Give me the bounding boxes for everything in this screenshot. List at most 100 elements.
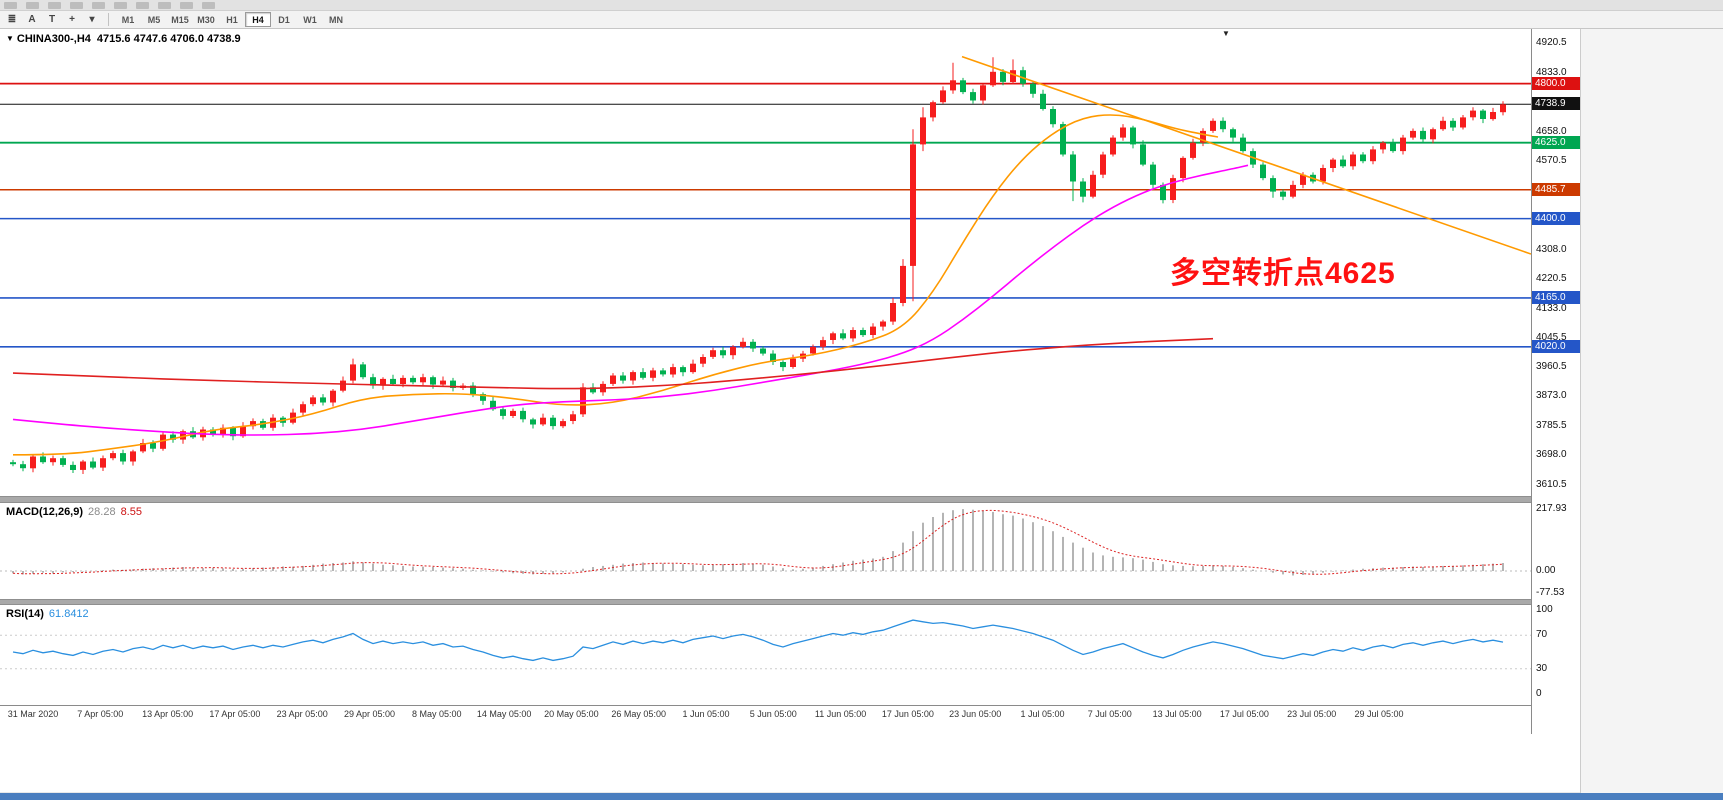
time-label: 8 May 05:00 (412, 709, 462, 719)
rsi-params: RSI(14) (6, 608, 44, 620)
time-label: 26 May 05:00 (611, 709, 666, 719)
main-toolbar: ≣ A T + ▾ M1 M5 M15 M30 H1 H4 D1 W1 MN (0, 11, 1723, 29)
time-label: 17 Apr 05:00 (209, 709, 261, 719)
time-label: 1 Jun 05:00 (682, 709, 730, 719)
fast-ma (12, 114, 1219, 456)
chart-surface[interactable]: ▼ CHINA300-,H4 4715.6 4747.6 4706.0 4738.9… (0, 29, 1580, 792)
rsi-axis-tick: 70 (1536, 629, 1548, 641)
price-tick: 4308.0 (1536, 243, 1567, 255)
time-label: 13 Apr 05:00 (142, 709, 194, 719)
timeframe-button-d1[interactable]: D1 (271, 12, 297, 27)
price-tick: 4658.0 (1536, 125, 1567, 137)
price-level-label[interactable]: 4485.7 (1532, 182, 1581, 196)
descending-trendline (961, 55, 1531, 255)
line-tool-tool-button[interactable]: ▾ (83, 12, 101, 27)
macd-pane (0, 509, 1531, 576)
time-label: 13 Jul 05:00 (1152, 709, 1202, 719)
price-tick: 4133.0 (1536, 302, 1567, 314)
rsi-axis-tick: 100 (1536, 604, 1553, 615)
price-tick: 3960.5 (1536, 360, 1567, 372)
rsi-axis-tick: 30 (1536, 662, 1548, 674)
rsi-value: 61.8412 (48, 608, 89, 620)
time-label: 17 Jun 05:00 (881, 709, 934, 719)
macd-value: 28.28 (88, 506, 116, 518)
time-label: 5 Jun 05:00 (749, 709, 797, 719)
macd-axis-tick: 217.93 (1536, 503, 1567, 515)
chart-title-toggle-icon[interactable]: ▼ (6, 34, 14, 43)
time-label: 29 Jul 05:00 (1354, 709, 1404, 719)
panel-divider-macd[interactable] (0, 496, 1580, 503)
price-tick: 3610.5 (1536, 478, 1567, 490)
bottom-scrollbar[interactable] (0, 793, 1723, 800)
chart-canvas[interactable] (0, 29, 1531, 792)
timeframe-button-m1[interactable]: M1 (115, 12, 141, 27)
time-label: 31 Mar 2020 (7, 709, 59, 719)
rsi-pane (0, 619, 1531, 670)
cursor-tool-button[interactable]: A (23, 12, 41, 27)
timeframe-button-m30[interactable]: M30 (193, 12, 219, 27)
macd-signal-line (12, 509, 1504, 575)
clipped-icon (26, 2, 39, 9)
price-level-label[interactable]: 4020.0 (1532, 339, 1581, 353)
toolbar-separator (108, 13, 109, 26)
time-label: 17 Jul 05:00 (1219, 709, 1269, 719)
time-label: 23 Jun 05:00 (949, 709, 1002, 719)
price-level-label[interactable]: 4165.0 (1532, 290, 1581, 304)
price-level-label[interactable]: 4400.0 (1532, 211, 1581, 225)
rsi-indicator-label: RSI(14) 61.8412 (6, 608, 89, 620)
slow-ma (12, 337, 1214, 390)
macd-axis-tick: 0.00 (1536, 565, 1556, 576)
crosshair-tool-button[interactable]: + (63, 12, 81, 27)
right-empty-area (1580, 29, 1723, 800)
time-axis[interactable]: 31 Mar 2020 7 Apr 05:00 13 Apr 05:00 17 Apr… (0, 707, 1531, 722)
clipped-icon (70, 2, 83, 9)
clipped-icon (114, 2, 127, 9)
tool-button-group: ≣ A T + ▾ (0, 12, 102, 27)
moving-averages-layer (12, 114, 1249, 456)
chart-symbol-period: CHINA300-,H4 (16, 33, 91, 45)
price-tick: 4833.0 (1536, 66, 1567, 78)
quotes-tool-button[interactable]: ≣ (3, 12, 21, 27)
time-label: 20 May 05:00 (544, 709, 599, 719)
clipped-icon (136, 2, 149, 9)
panel-divider-rsi[interactable] (0, 599, 1580, 605)
time-label: 7 Jul 05:00 (1087, 709, 1132, 719)
time-axis-border (0, 705, 1580, 706)
timeframe-button-w1[interactable]: W1 (297, 12, 323, 27)
price-tick: 4220.5 (1536, 273, 1567, 285)
price-level-lines (0, 82, 1531, 348)
rsi-axis-tick: 0 (1536, 688, 1542, 699)
timeframe-button-h1[interactable]: H1 (219, 12, 245, 27)
macd-params: MACD(12,26,9) (6, 506, 84, 518)
price-level-label[interactable]: 4625.0 (1532, 135, 1581, 149)
clipped-icon (4, 2, 17, 9)
chart-title: ▼ CHINA300-,H4 4715.6 4747.6 4706.0 4738.9 (6, 33, 241, 45)
text-tool-button[interactable]: T (43, 12, 61, 27)
clipped-icon (202, 2, 215, 9)
macd-indicator-label: MACD(12,26,9) 28.28 8.55 (6, 506, 142, 518)
time-label: 23 Apr 05:00 (276, 709, 328, 719)
timeframe-button-mn[interactable]: MN (323, 12, 349, 27)
price-tick: 4920.5 (1536, 37, 1567, 48)
time-label: 14 May 05:00 (476, 709, 532, 719)
time-label: 1 Jul 05:00 (1020, 709, 1065, 719)
time-label: 11 Jun 05:00 (814, 709, 867, 719)
price-tick: 4570.5 (1536, 155, 1567, 167)
timeframe-button-m15[interactable]: M15 (167, 12, 193, 27)
rsi-line (12, 619, 1504, 662)
timeframe-button-group: M1 M5 M15 M30 H1 H4 D1 W1 MN (115, 12, 349, 27)
chart-ohlc-values: 4715.6 4747.6 4706.0 4738.9 (96, 33, 241, 45)
price-level-label[interactable]: 4800.0 (1532, 76, 1581, 90)
chart-shift-marker-icon[interactable]: ▼ (1222, 29, 1230, 38)
price-level-label[interactable]: 4738.9 (1532, 97, 1581, 111)
macd-axis-tick: -77.53 (1536, 587, 1565, 599)
price-tick: 3785.5 (1536, 419, 1567, 431)
chart-text-annotation: 多空转折点4625 (1170, 257, 1396, 290)
chart-frame (1531, 29, 1532, 734)
timeframe-button-h4[interactable]: H4 (245, 12, 271, 27)
price-axis[interactable]: 4920.5 4833.0 4658.0 4570.5 4308.0 4220.5 4133… (1532, 29, 1581, 720)
time-label: 23 Jul 05:00 (1287, 709, 1337, 719)
timeframe-button-m5[interactable]: M5 (141, 12, 167, 27)
clipped-icon (158, 2, 171, 9)
time-label: 7 Apr 05:00 (77, 709, 124, 719)
